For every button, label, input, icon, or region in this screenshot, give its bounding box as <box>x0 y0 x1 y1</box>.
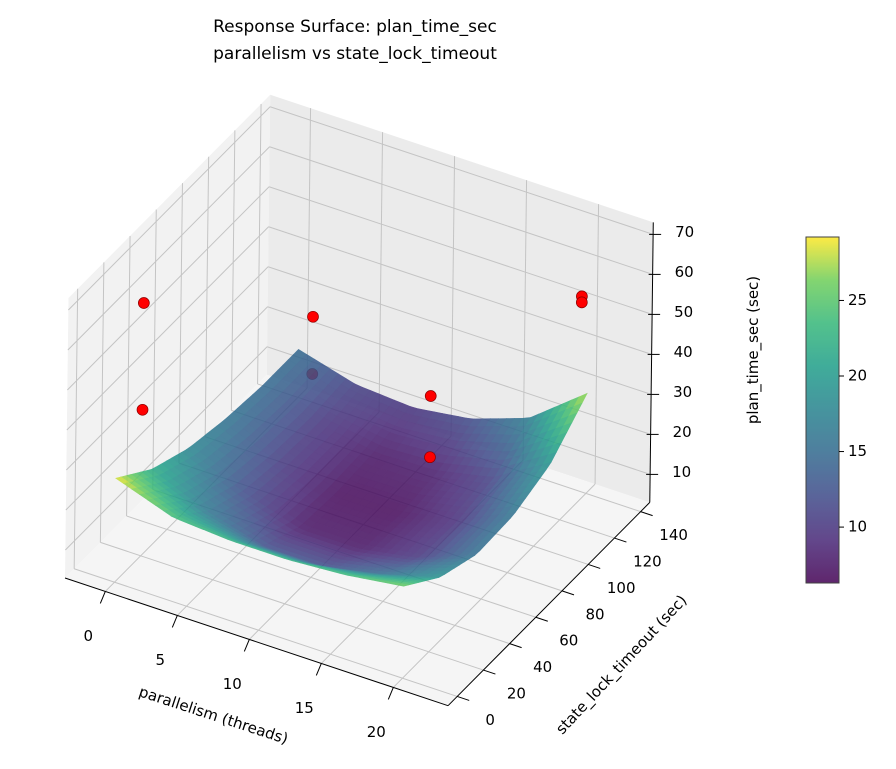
x-axis-label: parallelism (threads) <box>137 683 291 748</box>
gridline <box>100 541 484 671</box>
colorbar-tick-label: 25 <box>848 291 867 309</box>
gridline <box>268 226 652 355</box>
x-tick-label: 10 <box>223 675 242 693</box>
colorbar-tick-label: 20 <box>848 367 867 385</box>
data-point <box>307 310 319 323</box>
data-point <box>575 296 588 309</box>
y-tick-label: 120 <box>633 553 662 571</box>
gridline <box>267 306 651 435</box>
x-tick-label: 15 <box>295 699 314 717</box>
gridline <box>67 146 270 351</box>
x-tick-label: 0 <box>84 627 94 645</box>
gridline <box>64 346 268 551</box>
gridline <box>65 306 268 511</box>
scatter-points <box>136 290 588 464</box>
surface-patch <box>395 583 409 587</box>
gridline <box>73 288 79 569</box>
response-surface <box>115 349 588 587</box>
gridline <box>65 266 269 471</box>
data-point <box>136 403 149 416</box>
left-pane <box>65 94 271 578</box>
z-tick-label: 40 <box>674 343 693 361</box>
gridline <box>204 156 210 437</box>
gridline <box>306 108 312 389</box>
y-axis-label: state_lock_timeout (sec) <box>552 591 691 738</box>
z-tick-label: 50 <box>674 303 693 321</box>
z-tick-label: 30 <box>673 383 692 401</box>
gridline <box>392 483 596 688</box>
y-tick <box>535 616 548 622</box>
x-axis-line <box>64 577 449 707</box>
z-axis-line <box>649 222 654 503</box>
chart-title: Response Surface: plan_time_sec <box>213 17 497 37</box>
x-tick <box>387 687 394 700</box>
y-tick-label: 140 <box>659 526 688 544</box>
z-tick-label: 20 <box>673 423 692 441</box>
data-point <box>424 451 436 464</box>
y-tick <box>561 590 575 596</box>
y-tick-label: 80 <box>585 605 604 623</box>
gridline <box>522 180 528 461</box>
y-tick-label: 0 <box>485 711 495 729</box>
z-tick-label: 60 <box>675 263 694 281</box>
gridline <box>450 156 456 437</box>
x-tick <box>99 591 106 604</box>
gridline <box>267 266 652 395</box>
x-tick <box>243 639 250 652</box>
gridline <box>99 262 105 543</box>
gridline <box>66 186 270 391</box>
y-axis-line <box>447 502 651 707</box>
x-tick <box>315 663 322 676</box>
gridline <box>268 186 653 315</box>
z-tick-label: 70 <box>675 223 694 241</box>
z-axis-label: plan_time_sec (sec) <box>744 276 763 424</box>
y-tick <box>483 669 496 675</box>
y-tick-label: 60 <box>559 632 578 650</box>
x-tick-label: 20 <box>367 723 386 741</box>
colorbar-gradient <box>805 236 840 584</box>
y-tick <box>614 537 627 543</box>
gridline <box>67 106 271 311</box>
data-point <box>138 297 150 309</box>
gridline <box>74 568 458 697</box>
colorbar: 10 15 20 25 <box>805 236 867 584</box>
y-tick <box>588 563 601 569</box>
y-tick-label: 100 <box>607 579 636 597</box>
colorbar-tick-label: 10 <box>848 518 867 536</box>
y-tick <box>509 643 522 649</box>
y-tick <box>457 695 470 701</box>
gridline <box>269 106 654 235</box>
gridline <box>152 209 157 490</box>
gridline <box>594 204 600 485</box>
gridline <box>269 146 653 275</box>
data-point <box>424 390 437 402</box>
y-tick <box>640 511 653 517</box>
colorbar-tick-label: 15 <box>848 442 867 460</box>
gridline <box>66 226 269 431</box>
gridline <box>378 132 384 413</box>
gridline <box>178 183 183 464</box>
x-tick <box>171 615 178 628</box>
gridline <box>230 130 236 411</box>
y-tick-label: 40 <box>533 658 552 676</box>
y-tick-label: 20 <box>507 685 526 703</box>
z-tick-label: 10 <box>672 463 691 481</box>
x-tick-label: 5 <box>156 651 166 669</box>
chart-subtitle: parallelism vs state_lock_timeout <box>213 44 497 64</box>
gridline <box>257 103 262 384</box>
gridline <box>126 235 131 516</box>
gridline <box>266 346 651 475</box>
gridline <box>126 515 510 645</box>
